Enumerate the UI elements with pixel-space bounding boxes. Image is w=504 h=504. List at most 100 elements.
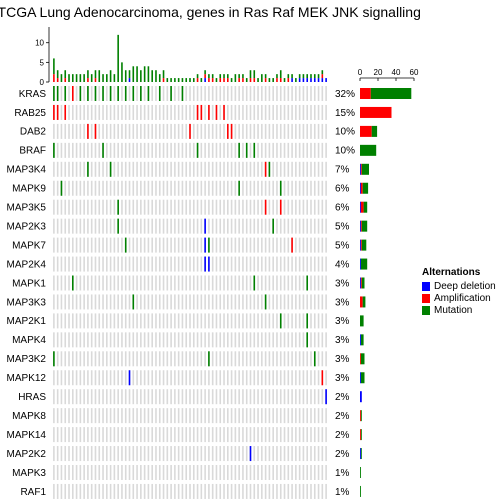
background-cell — [242, 294, 244, 310]
background-cell — [306, 483, 309, 499]
background-cell — [121, 218, 123, 234]
background-cell — [56, 483, 59, 499]
background-cell — [219, 104, 222, 120]
alteration-cell-mutation — [53, 142, 55, 158]
gene-bar-segment — [360, 485, 361, 497]
background-cell — [268, 218, 271, 234]
background-cell — [223, 332, 225, 348]
background-cell — [189, 332, 191, 348]
gene-bar-segment — [360, 258, 368, 270]
background-cell — [143, 465, 146, 480]
background-cell — [192, 427, 195, 443]
background-cell — [181, 256, 184, 272]
background-cell — [79, 180, 82, 196]
background-cell — [98, 237, 101, 253]
background-cell — [272, 351, 274, 367]
background-cell — [245, 86, 248, 101]
sample-bar-segment — [223, 78, 225, 82]
legend-title: Alternations — [422, 267, 481, 278]
background-cell — [200, 123, 203, 139]
background-cell — [192, 408, 195, 424]
alteration-cell-mutation — [53, 86, 55, 101]
background-cell — [177, 104, 180, 120]
background-cell — [268, 123, 271, 139]
background-cell — [253, 161, 256, 177]
background-cell — [264, 275, 267, 291]
alteration-cell-mutation — [147, 86, 150, 101]
background-cell — [227, 180, 229, 196]
background-cell — [287, 218, 290, 234]
background-cell — [230, 218, 233, 234]
background-cell — [283, 465, 286, 480]
background-cell — [151, 180, 153, 196]
background-cell — [166, 313, 169, 329]
sample-bar-segment — [166, 78, 169, 82]
background-cell — [279, 294, 282, 310]
background-cell — [87, 351, 89, 367]
background-cell — [155, 294, 157, 310]
background-cell — [75, 313, 78, 329]
background-cell — [291, 142, 293, 158]
background-cell — [79, 142, 82, 158]
background-cell — [272, 483, 274, 499]
background-cell — [162, 313, 165, 329]
background-cell — [310, 294, 312, 310]
background-cell — [257, 389, 259, 405]
background-cell — [83, 313, 85, 329]
background-cell — [140, 123, 142, 139]
background-cell — [177, 370, 180, 386]
background-cell — [124, 408, 127, 424]
background-cell — [185, 86, 188, 101]
background-cell — [204, 351, 206, 367]
background-cell — [170, 465, 172, 480]
sample-bar-segment — [121, 62, 123, 82]
background-cell — [174, 104, 176, 120]
background-cell — [60, 86, 63, 101]
background-cell — [64, 275, 67, 291]
background-cell — [317, 294, 320, 310]
alteration-cell-mutation — [109, 161, 112, 177]
background-cell — [68, 427, 70, 443]
background-cell — [287, 408, 290, 424]
background-cell — [283, 427, 286, 443]
background-cell — [143, 180, 146, 196]
sample-bar-segment — [64, 78, 67, 82]
background-cell — [291, 86, 293, 101]
sample-bar-segment — [238, 74, 240, 79]
background-cell — [64, 446, 67, 462]
background-cell — [287, 161, 290, 177]
background-cell — [219, 483, 222, 499]
percentage-label: 10% — [335, 146, 355, 157]
alteration-cell-deep-deletion — [204, 218, 206, 234]
background-cell — [166, 465, 169, 480]
background-cell — [227, 256, 229, 272]
background-cell — [94, 465, 97, 480]
sample-bar-segment — [211, 78, 214, 82]
background-cell — [151, 446, 153, 462]
gene-bar-segment — [361, 163, 369, 175]
background-cell — [83, 370, 85, 386]
background-cell — [174, 86, 176, 101]
sample-bar-segment — [181, 78, 184, 82]
background-cell — [268, 332, 271, 348]
background-cell — [106, 332, 108, 348]
background-cell — [64, 237, 67, 253]
legend-swatch-deep-deletion — [422, 281, 430, 291]
gene-bar-segment — [370, 88, 412, 99]
background-cell — [192, 218, 195, 234]
background-cell — [140, 313, 142, 329]
background-cell — [170, 104, 172, 120]
background-cell — [132, 332, 135, 348]
background-cell — [279, 123, 282, 139]
background-cell — [132, 313, 135, 329]
background-cell — [155, 86, 157, 101]
background-cell — [64, 332, 67, 348]
background-cell — [291, 389, 293, 405]
background-cell — [90, 370, 93, 386]
background-cell — [242, 389, 244, 405]
background-cell — [106, 483, 108, 499]
background-cell — [117, 370, 119, 386]
background-cell — [196, 123, 199, 139]
background-cell — [136, 483, 138, 499]
background-cell — [109, 351, 112, 367]
